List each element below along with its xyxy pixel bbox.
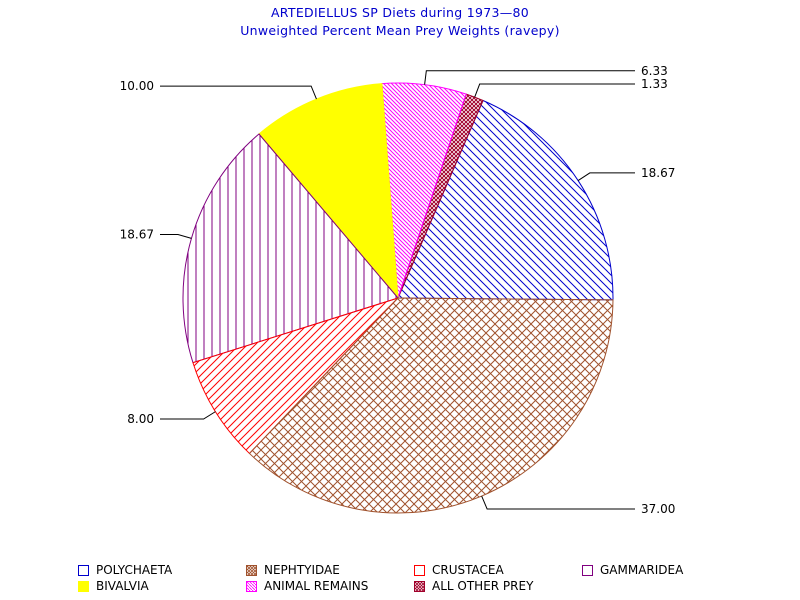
pie-slice-nephtyidae: [248, 297, 614, 514]
data-label-gammaridea: 18.67: [120, 227, 154, 241]
legend-label-bivalvia: BIVALVIA: [96, 579, 149, 593]
legend-label-animal-remains: ANIMAL REMAINS: [264, 579, 369, 593]
data-label-all-other-prey: 1.33: [641, 77, 668, 91]
legend-label-all-other-prey: ALL OTHER PREY: [432, 579, 534, 593]
data-label-crustacea: 8.00: [127, 412, 154, 426]
chart-title: ARTEDIELLUS SP Diets during 1973—80: [270, 5, 530, 20]
leader-line-polychaeta: [577, 172, 635, 181]
legend-swatch-bivalvia: [78, 580, 89, 592]
leader-line-crustacea: [160, 411, 216, 420]
leader-line-animal-remains: [424, 70, 635, 85]
legend-swatch-polychaeta: [78, 564, 89, 576]
legend-item-polychaeta: POLYCHAETA: [78, 563, 172, 577]
data-label-polychaeta: 18.67: [641, 166, 675, 180]
legend-swatch-gammaridea: [582, 564, 593, 576]
chart-subtitle: Unweighted Percent Mean Prey Weights (ra…: [240, 23, 560, 38]
data-label-animal-remains: 6.33: [641, 64, 668, 78]
legend-item-nephtyidae: NEPHTYIDAE: [246, 563, 340, 577]
legend-item-animal-remains: ANIMAL REMAINS: [246, 579, 368, 593]
legend-item-gammaridea: GAMMARIDEA: [582, 563, 683, 577]
legend-item-all-other-prey: ALL OTHER PREY: [414, 579, 533, 593]
legend-label-nephtyidae: NEPHTYIDAE: [264, 563, 340, 577]
pie-slice-gammaridea: [182, 133, 399, 364]
pie-slice-polychaeta: [397, 99, 614, 301]
legend-swatch-all-other-prey: [414, 580, 425, 592]
legend-label-crustacea: CRUSTACEA: [432, 563, 504, 577]
data-label-bivalvia: 10.00: [120, 79, 154, 93]
pie-slice-crustacea: [192, 297, 399, 455]
leader-line-nephtyidae: [481, 495, 635, 510]
data-label-nephtyidae: 37.00: [641, 502, 675, 516]
leader-line-bivalvia: [160, 85, 317, 100]
legend-swatch-animal-remains: [246, 580, 257, 592]
leader-line-all-other-prey: [474, 83, 635, 98]
legend-item-crustacea: CRUSTACEA: [414, 563, 504, 577]
legend-label-gammaridea: GAMMARIDEA: [600, 563, 684, 577]
legend-label-polychaeta: POLYCHAETA: [96, 563, 173, 577]
leader-line-gammaridea: [160, 233, 192, 239]
legend-item-bivalvia: BIVALVIA: [78, 579, 149, 593]
pie-slice-bivalvia: [258, 83, 399, 300]
legend-swatch-nephtyidae: [246, 564, 257, 576]
legend-swatch-crustacea: [414, 564, 425, 576]
